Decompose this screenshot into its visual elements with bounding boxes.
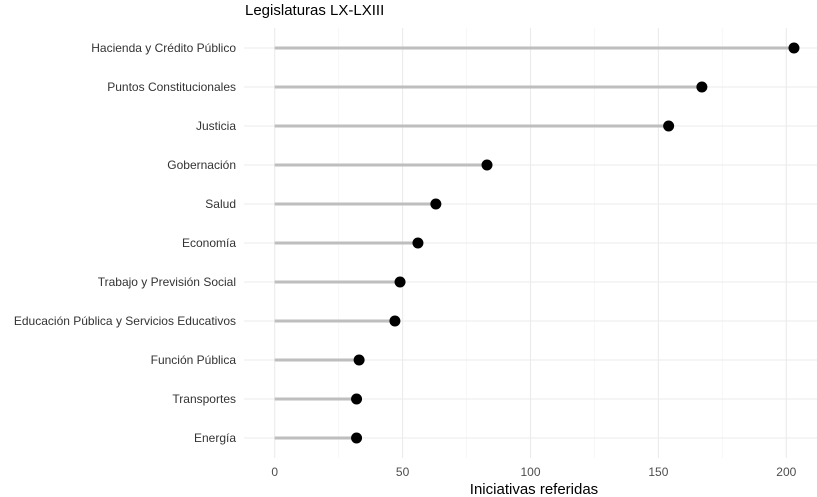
stems: [274, 46, 794, 440]
data-point: [788, 42, 800, 54]
category-label: Función Pública: [151, 353, 237, 367]
x-tick-label: 50: [396, 465, 410, 479]
x-tick-label: 150: [648, 465, 668, 479]
x-tick-labels: 0 50 100 150 200: [271, 465, 796, 479]
data-point: [696, 81, 708, 93]
data-point: [351, 393, 363, 405]
category-label: Hacienda y Crédito Público: [91, 41, 236, 55]
data-point: [353, 354, 365, 366]
category-label: Trabajo y Previsión Social: [98, 275, 236, 289]
x-axis-title: Iniciativas referidas: [470, 481, 598, 497]
points: [351, 42, 800, 444]
x-tick-label: 0: [271, 465, 278, 479]
data-point: [389, 315, 401, 327]
data-point: [430, 198, 442, 210]
category-labels: Hacienda y Crédito Público Puntos Constit…: [14, 41, 236, 445]
category-label: Transportes: [172, 392, 236, 406]
data-point: [663, 120, 675, 132]
category-label: Educación Pública y Servicios Educativos: [14, 314, 236, 328]
category-label: Puntos Constitucionales: [107, 80, 236, 94]
x-tick-label: 200: [776, 465, 796, 479]
x-tick-label: 100: [520, 465, 540, 479]
category-label: Gobernación: [167, 158, 236, 172]
data-point: [412, 237, 424, 249]
data-point: [481, 159, 493, 171]
category-label: Economía: [182, 236, 236, 250]
category-label: Energía: [194, 431, 236, 445]
data-point: [394, 276, 406, 288]
data-point: [351, 432, 363, 444]
category-label: Justicia: [196, 119, 236, 133]
category-label: Salud: [205, 197, 236, 211]
chart-title: Legislaturas LX-LXIII: [245, 2, 384, 19]
